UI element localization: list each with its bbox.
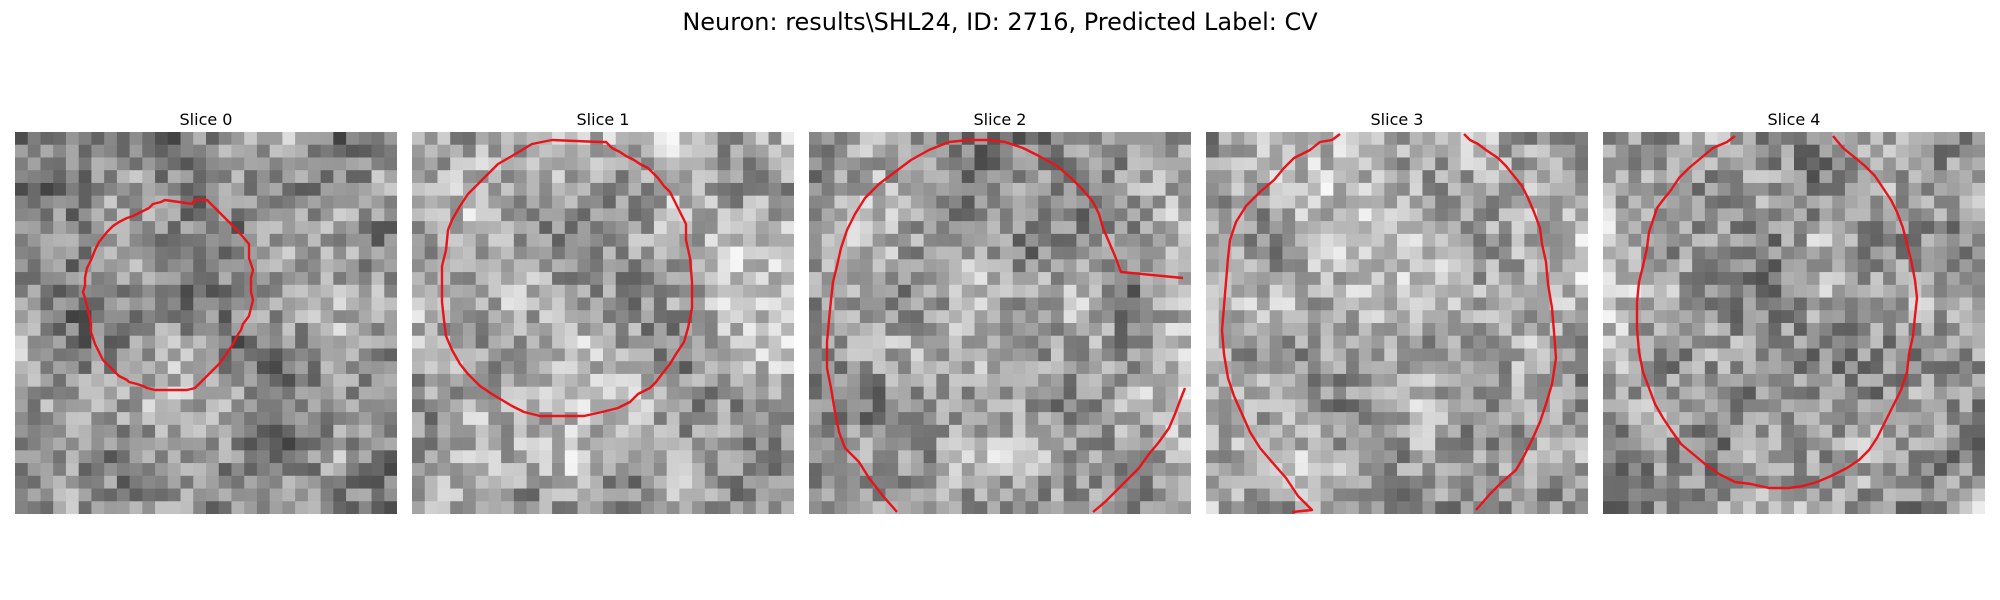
slice-image: [412, 132, 794, 514]
contour-line: [825, 138, 1184, 513]
contour-line: [440, 138, 694, 418]
grayscale-pixel-grid: [412, 132, 794, 514]
slice-image: [15, 132, 397, 514]
slice-title: Slice 4: [1767, 110, 1821, 129]
contour-line: [1463, 133, 1558, 511]
slice-image: [1603, 132, 1985, 514]
slice-title: Slice 0: [179, 110, 233, 129]
grayscale-pixel-grid: [1206, 132, 1588, 514]
figure-title: Neuron: results\SHL24, ID: 2716, Predict…: [682, 8, 1318, 36]
grayscale-pixel-grid: [15, 132, 397, 514]
slice-panel: Slice 3: [1206, 108, 1588, 514]
contour-line: [1092, 387, 1187, 513]
slice-image: [809, 132, 1191, 514]
slice-title: Slice 2: [973, 110, 1027, 129]
slice-title: Slice 1: [576, 110, 630, 129]
contour-line: [1220, 133, 1341, 514]
contour-line: [1635, 135, 1919, 490]
slice-panel: Slice 4: [1603, 108, 1985, 514]
grayscale-pixel-grid: [809, 132, 1191, 514]
slice-panel: Slice 1: [412, 108, 794, 514]
slice-panel: Slice 0: [15, 108, 397, 514]
slice-panel: Slice 2: [809, 108, 1191, 514]
grayscale-pixel-grid: [1603, 132, 1985, 514]
slice-title: Slice 3: [1370, 110, 1424, 129]
slice-image: [1206, 132, 1588, 514]
contour-line: [81, 198, 255, 392]
